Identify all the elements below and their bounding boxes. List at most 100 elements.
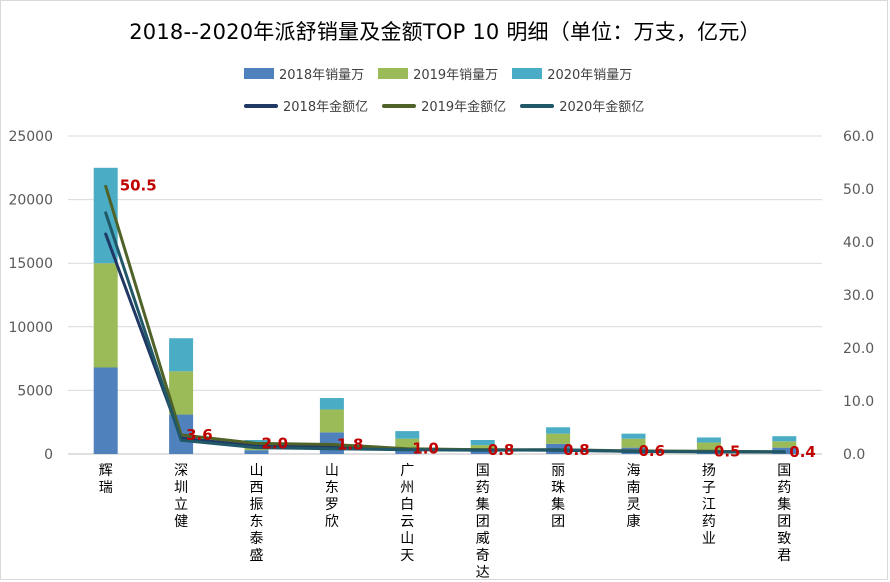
legend-label-2018-amount: 2018年金额亿 — [283, 100, 369, 115]
category-label: 振 — [250, 497, 264, 513]
data-label: 0.5 — [714, 442, 741, 460]
bar-segment — [546, 427, 571, 434]
category-label: 灵 — [627, 497, 641, 513]
y-left-tick-label: 15000 — [8, 256, 53, 272]
category-label: 康 — [627, 513, 641, 530]
bar-segment — [319, 398, 344, 410]
legend-label-2019-volume: 2019年销量万 — [413, 68, 499, 83]
category-label: 立 — [174, 497, 188, 513]
category-label: 东 — [250, 514, 264, 530]
category-label: 奇 — [476, 547, 490, 564]
amount-line — [104, 211, 786, 454]
category-label: 深 — [174, 463, 188, 479]
category-label: 业 — [702, 531, 716, 547]
bar-segment — [772, 436, 797, 442]
amount-line — [104, 184, 786, 454]
category-label: 东 — [325, 480, 339, 496]
category-label: 山 — [325, 463, 339, 479]
y-right-tick-label: 10.0 — [843, 394, 874, 410]
legend-label-2020-amount: 2020年金额亿 — [559, 100, 645, 115]
bar-segment — [395, 431, 420, 439]
legend-swatch-2019-amount — [382, 103, 417, 108]
category-label: 江 — [702, 497, 716, 513]
category-label: 丽 — [551, 463, 565, 479]
data-label: 1.8 — [337, 435, 364, 453]
y-right-tick-label: 50.0 — [843, 182, 874, 198]
y-left-tick-label: 0 — [44, 447, 53, 463]
bar-segment — [169, 338, 194, 372]
bar-segment — [244, 450, 269, 454]
category-label: 白 — [400, 497, 414, 513]
category-label: 扬 — [702, 463, 716, 479]
legend-item-2018-volume: 2018年销量万 — [244, 64, 364, 83]
bar-segment — [244, 440, 269, 443]
bar-segment — [772, 441, 797, 448]
bar-segment — [395, 448, 420, 454]
category-label: 君 — [777, 548, 791, 564]
category-label: 子 — [702, 480, 716, 496]
legend-item-2020-volume: 2020年销量万 — [512, 64, 632, 83]
legend-row-lines: 2018年金额亿 2019年金额亿 2020年金额亿 — [244, 96, 658, 115]
category-label: 山 — [250, 463, 264, 479]
bar-segment — [621, 433, 646, 439]
data-label: 0.6 — [639, 442, 666, 460]
legend-swatch-2019-volume — [378, 68, 409, 79]
category-label: 团 — [551, 514, 565, 530]
y-right-tick-label: 40.0 — [843, 235, 874, 251]
data-label: 3.6 — [186, 426, 213, 444]
category-label: 药 — [777, 480, 791, 496]
category-label: 南 — [627, 480, 641, 496]
amount-line — [104, 232, 786, 454]
category-label: 药 — [476, 480, 490, 496]
legend-label-2018-volume: 2018年销量万 — [279, 68, 365, 83]
category-label: 团 — [476, 514, 490, 530]
category-label: 药 — [702, 514, 716, 530]
category-label: 团 — [777, 514, 791, 530]
category-label: 集 — [777, 496, 791, 513]
y-right-tick-label: 20.0 — [843, 341, 874, 357]
legend-swatch-2018-volume — [244, 68, 274, 79]
legend-swatch-2020-volume — [512, 68, 543, 79]
category-label: 国 — [476, 463, 490, 479]
category-label: 盛 — [250, 548, 264, 564]
y-left-tick-label: 20000 — [8, 193, 53, 209]
category-label: 泰 — [250, 531, 264, 547]
bar-segment — [696, 442, 721, 451]
y-right-tick-label: 60.0 — [843, 129, 874, 145]
legend-row-bars: 2018年销量万 2019年销量万 2020年销量万 — [244, 64, 646, 83]
y-left-tick-label: 10000 — [8, 320, 53, 336]
category-label: 罗 — [325, 497, 339, 513]
bar-segment — [93, 263, 118, 368]
category-label: 集 — [551, 496, 565, 513]
legend-item-2019-volume: 2019年销量万 — [378, 64, 498, 83]
data-label: 0.4 — [789, 443, 816, 461]
bar-segment — [319, 409, 344, 433]
category-label: 州 — [400, 480, 414, 496]
category-label: 集 — [476, 496, 490, 513]
category-label: 海 — [627, 463, 641, 479]
category-label: 致 — [777, 531, 791, 547]
category-label: 威 — [476, 531, 490, 547]
category-label: 山 — [400, 531, 414, 547]
y-left-tick-label: 5000 — [17, 383, 53, 399]
legend-label-2020-volume: 2020年销量万 — [547, 68, 633, 83]
bar-segment — [470, 445, 495, 449]
category-label: 健 — [174, 514, 188, 530]
category-label: 圳 — [174, 480, 188, 496]
legend-item-2019-amount: 2019年金额亿 — [382, 96, 506, 115]
bar-segment — [395, 438, 420, 449]
data-label: 0.8 — [563, 441, 590, 459]
y-left-tick-label: 25000 — [8, 129, 53, 145]
category-label: 达 — [476, 565, 490, 581]
category-label: 天 — [400, 548, 414, 564]
bar-segment — [621, 438, 646, 448]
category-label: 西 — [250, 480, 264, 496]
legend-item-2020-amount: 2020年金额亿 — [520, 96, 644, 115]
data-label: 50.5 — [120, 176, 157, 194]
bar-segment — [546, 433, 571, 444]
legend-item-2018-amount: 2018年金额亿 — [244, 96, 368, 115]
bar-segment — [696, 437, 721, 443]
bar-segment — [470, 440, 495, 446]
category-label: 国 — [777, 463, 791, 479]
